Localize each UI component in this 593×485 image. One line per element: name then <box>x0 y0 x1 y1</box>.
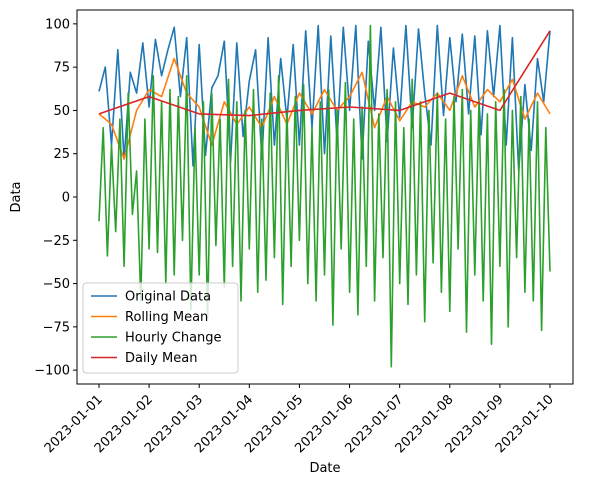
y-tick-label-8: 100 <box>45 17 70 32</box>
legend-label-2: Hourly Change <box>125 331 222 346</box>
legend-label-0: Original Data <box>125 290 211 305</box>
y-axis: −100 −75 −50 −25 0 25 50 75 100 <box>34 17 77 379</box>
legend-box <box>82 282 239 374</box>
series-line-0 <box>98 24 551 172</box>
legend-label-3: Daily Mean <box>125 351 197 366</box>
series-line-1 <box>98 57 551 160</box>
y-tick-label-5: 25 <box>53 147 70 162</box>
y-axis-label: Data <box>9 181 24 212</box>
series-line-2 <box>98 24 551 368</box>
y-tick-label-6: 50 <box>53 104 70 119</box>
y-tick-label-0: −100 <box>34 364 70 379</box>
series-layer <box>98 24 551 368</box>
x-axis-label: Date <box>309 461 340 476</box>
y-tick-label-1: −75 <box>43 320 70 335</box>
legend-label-1: Rolling Mean <box>125 310 208 325</box>
y-tick-label-7: 75 <box>53 61 70 76</box>
legend: Original Data Rolling Mean Hourly Change Da… <box>82 282 239 374</box>
y-tick-label-4: 0 <box>62 191 70 206</box>
y-tick-label-2: −50 <box>43 277 70 292</box>
series-line-3 <box>98 30 551 117</box>
y-tick-label-3: −25 <box>43 234 70 249</box>
